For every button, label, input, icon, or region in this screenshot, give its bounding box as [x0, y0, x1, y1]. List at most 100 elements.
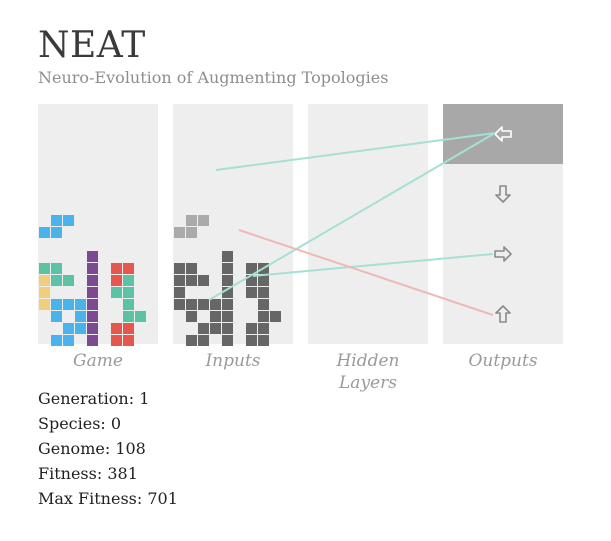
stat-fitness: Fitness: 381: [38, 464, 138, 483]
game-block: [51, 299, 62, 310]
game-block: [87, 251, 98, 262]
input-cell: [246, 323, 257, 334]
game-block: [75, 311, 86, 322]
game-block: [51, 215, 62, 226]
input-cell: [222, 311, 233, 322]
inputs-label: Inputs: [205, 351, 261, 371]
stat-max-fitness: Max Fitness: 701: [38, 489, 178, 508]
input-cell: [258, 311, 269, 322]
input-cell: [174, 299, 185, 310]
input-cell: [222, 275, 233, 286]
input-cell: [210, 323, 221, 334]
game-block: [111, 323, 122, 334]
input-cell: [174, 227, 185, 238]
input-cell: [258, 287, 269, 298]
game-block: [135, 311, 146, 322]
game-block: [87, 287, 98, 298]
game-block: [39, 275, 50, 286]
arrow-down-icon: [495, 185, 511, 203]
stat-genome: Genome: 108: [38, 439, 146, 458]
game-block: [87, 263, 98, 274]
game-block: [39, 263, 50, 274]
input-cell: [186, 335, 197, 346]
input-cell: [258, 323, 269, 334]
outputs-label: Outputs: [468, 351, 538, 371]
input-cell: [222, 335, 233, 346]
game-block: [39, 287, 50, 298]
game-block: [87, 335, 98, 346]
input-cell: [222, 251, 233, 262]
game-block: [123, 299, 134, 310]
game-block: [87, 299, 98, 310]
game-label: Game: [73, 351, 123, 371]
input-cell: [186, 311, 197, 322]
game-block: [75, 299, 86, 310]
input-cell: [222, 323, 233, 334]
game-board: [38, 104, 158, 346]
input-cell: [246, 263, 257, 274]
input-cell: [246, 275, 257, 286]
game-block: [123, 323, 134, 334]
input-cell: [186, 299, 197, 310]
input-cell: [186, 275, 197, 286]
input-cell: [186, 227, 197, 238]
game-block: [51, 263, 62, 274]
input-cell: [174, 275, 185, 286]
input-cell: [222, 287, 233, 298]
game-block: [63, 299, 74, 310]
input-cell: [258, 335, 269, 346]
game-block: [63, 335, 74, 346]
input-cell: [258, 275, 269, 286]
game-block: [111, 335, 122, 346]
input-cell: [198, 335, 209, 346]
game-block: [111, 275, 122, 286]
input-cell: [222, 263, 233, 274]
game-block: [75, 323, 86, 334]
stats-panel: Generation: 1 Species: 0 Genome: 108 Fit…: [38, 386, 178, 511]
input-cell: [198, 275, 209, 286]
game-block: [51, 335, 62, 346]
game-block: [123, 275, 134, 286]
input-cell: [174, 263, 185, 274]
input-cell: [210, 311, 221, 322]
game-block: [51, 227, 62, 238]
game-block: [87, 275, 98, 286]
arrow-right-icon: [494, 246, 512, 262]
game-block: [123, 311, 134, 322]
hidden-layers-label: Hidden Layers: [336, 351, 400, 393]
game-block: [111, 263, 122, 274]
game-block: [63, 275, 74, 286]
input-cell: [270, 311, 281, 322]
input-cell: [258, 263, 269, 274]
outputs-panel: [443, 104, 563, 344]
stat-species: Species: 0: [38, 414, 122, 433]
input-cell: [174, 287, 185, 298]
hidden-layers-panel: [308, 104, 428, 344]
game-block: [123, 335, 134, 346]
input-cell: [198, 215, 209, 226]
stat-generation: Generation: 1: [38, 389, 150, 408]
input-cell: [246, 335, 257, 346]
game-block: [51, 275, 62, 286]
game-block: [63, 215, 74, 226]
game-block: [39, 227, 50, 238]
arrow-up-icon: [495, 305, 511, 323]
input-cell: [186, 263, 197, 274]
page-title: NEAT: [38, 25, 146, 66]
input-cell: [246, 287, 257, 298]
game-block: [111, 287, 122, 298]
arrow-left-icon: [494, 126, 512, 142]
input-cell: [198, 299, 209, 310]
inputs-grid: [173, 104, 293, 346]
page-subtitle: Neuro-Evolution of Augmenting Topologies: [38, 68, 389, 87]
input-cell: [198, 323, 209, 334]
input-cell: [210, 299, 221, 310]
game-block: [123, 263, 134, 274]
game-block: [63, 323, 74, 334]
input-cell: [186, 215, 197, 226]
input-cell: [258, 299, 269, 310]
game-block: [51, 311, 62, 322]
game-block: [123, 287, 134, 298]
game-block: [87, 323, 98, 334]
game-block: [87, 311, 98, 322]
